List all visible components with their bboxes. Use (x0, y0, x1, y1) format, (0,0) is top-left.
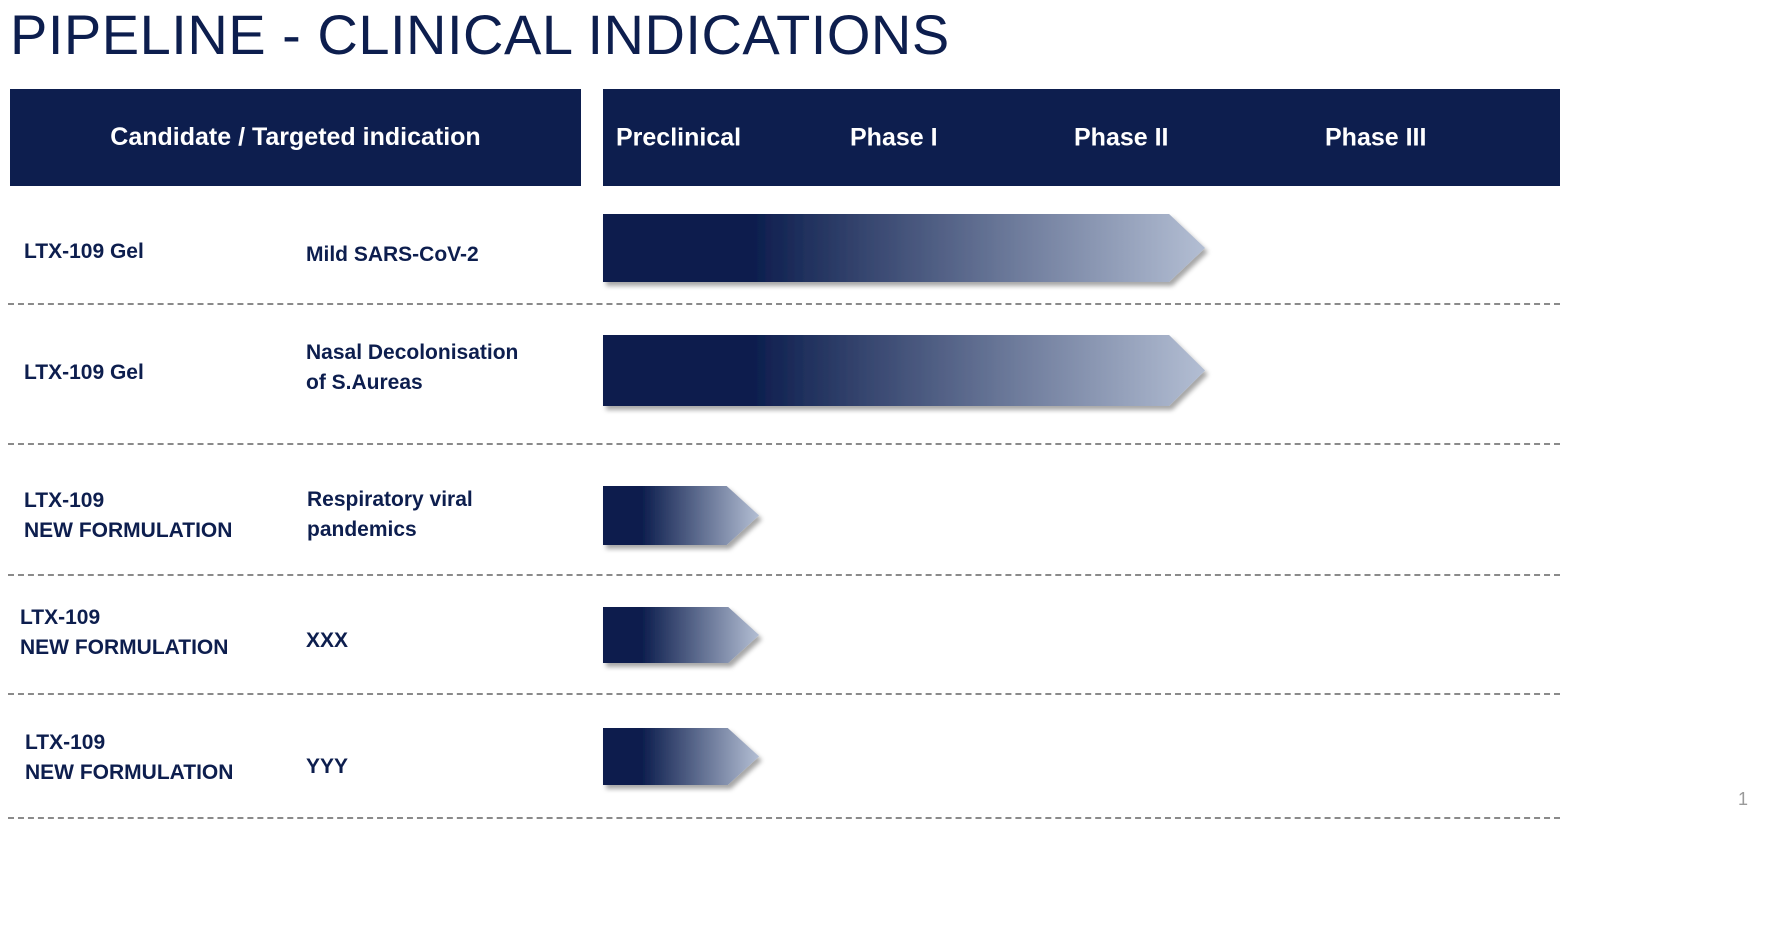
phase-label-preclinical: Preclinical (616, 123, 742, 151)
row-divider (8, 693, 1560, 695)
row-5-candidate: LTX-109 NEW FORMULATION (25, 731, 234, 784)
candidate-header: Candidate / Targeted indication (10, 89, 581, 186)
row-4-indication: XXX (306, 629, 349, 652)
row-5-indication: YYY (306, 755, 349, 778)
candidate-header-label: Candidate / Targeted indication (110, 123, 481, 151)
row-1-indication: Mild SARS-CoV-2 (306, 243, 479, 266)
row-1-candidate: LTX-109 Gel (24, 240, 144, 263)
row-divider (8, 817, 1560, 819)
row-divider (8, 303, 1560, 305)
row-4-candidate: LTX-109 NEW FORMULATION (20, 606, 229, 659)
pipeline-arrow-row-2 (603, 335, 1206, 406)
page-title: PIPELINE - CLINICAL INDICATIONS (10, 3, 950, 66)
pipeline-arrow-row-4 (603, 607, 760, 663)
row-2-indication: Nasal Decolonisation of S.Aureas (306, 341, 519, 394)
phase-label-phase-3: Phase III (1325, 123, 1427, 151)
row-3-candidate: LTX-109 NEW FORMULATION (24, 489, 233, 542)
pipeline-arrow-row-5 (603, 728, 760, 785)
page-number: 1 (1737, 789, 1748, 809)
row-divider (8, 443, 1560, 445)
row-2-candidate: LTX-109 Gel (24, 361, 144, 384)
pipeline-arrow-row-3 (603, 486, 760, 545)
phase-label-phase-1: Phase I (850, 123, 938, 151)
phase-header: Preclinical Phase I Phase II Phase III (603, 89, 1560, 186)
row-divider (8, 574, 1560, 576)
phase-label-phase-2: Phase II (1074, 123, 1169, 151)
row-3-indication: Respiratory viral pandemics (307, 488, 473, 541)
pipeline-arrow-row-1 (603, 214, 1206, 282)
